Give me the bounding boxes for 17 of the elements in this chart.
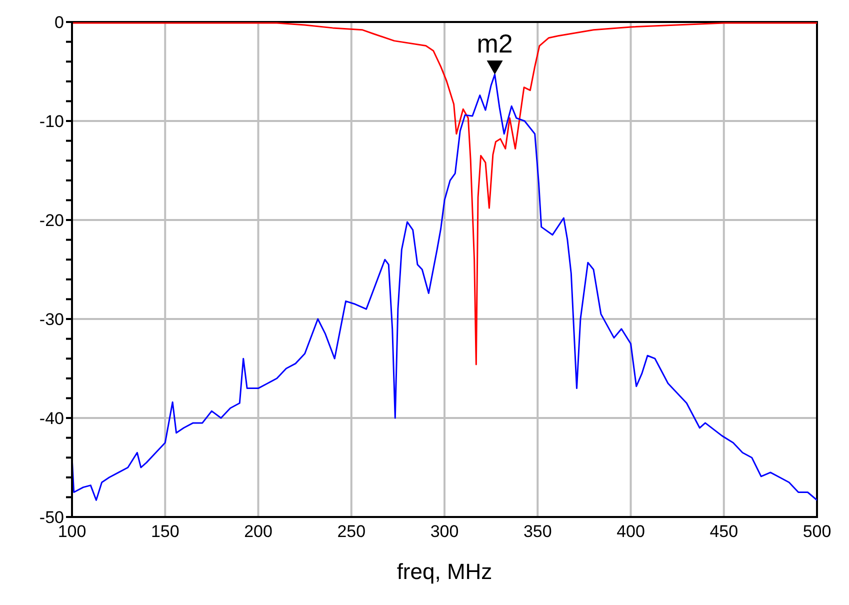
y-tick-label: 0 [54,13,64,32]
y-tick-label: -40 [39,409,64,428]
annotation: m2 [476,28,513,58]
x-tick-label: 250 [337,522,366,542]
x-tick-label: 100 [58,522,86,542]
x-tick-label: 450 [710,522,738,542]
x-tick-label: 300 [430,522,459,542]
y-tick-label: -30 [39,310,64,330]
y-tick-label: -10 [39,112,64,132]
x-tick-label: 200 [244,522,272,542]
x-tick-label: 500 [802,522,832,542]
x-axis-title: freq, MHz [396,559,492,584]
x-tick-label: 400 [616,522,645,542]
y-tick-label: -20 [39,211,64,230]
x-tick-label: 350 [523,522,552,542]
line-series [72,22,817,366]
x-tick-label: 150 [150,522,180,542]
